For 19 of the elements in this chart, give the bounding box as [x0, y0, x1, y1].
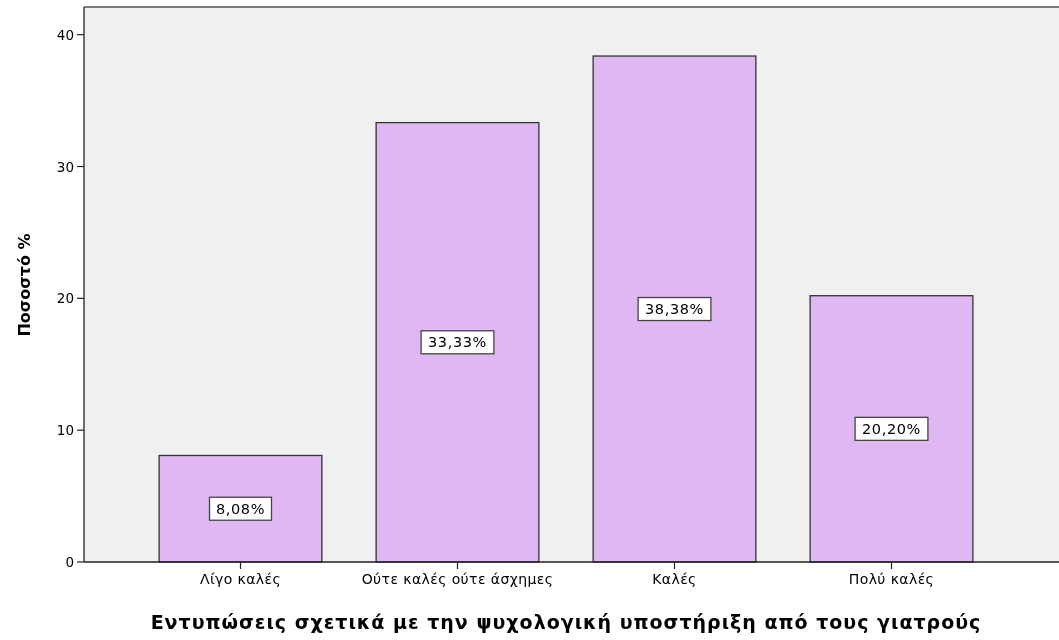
y-tick-label: 30 [56, 158, 74, 175]
data-label: 33,33% [428, 334, 487, 351]
y-tick-label: 20 [56, 290, 74, 307]
x-tick-label: Ούτε καλές ούτε άσχημες [361, 571, 554, 587]
bar [375, 121, 540, 563]
y-tick-label: 40 [56, 26, 74, 43]
bar [158, 454, 323, 563]
x-tick-label: Λίγο καλές [199, 571, 282, 587]
x-axis-title: Εντυπώσεις σχετικά με την ψυχολογική υποστήριξη από τους γιατρούς [150, 611, 982, 633]
data-label: 20,20% [862, 420, 921, 437]
y-axis-title: Ποσοστό % [15, 233, 34, 337]
x-tick-label: Πολύ καλές [848, 571, 935, 587]
x-tick-label: Καλές [652, 571, 697, 587]
bar [809, 295, 974, 563]
y-tick-label: 10 [56, 422, 74, 439]
bar [592, 55, 757, 563]
data-label: 8,08% [215, 500, 266, 517]
data-label: 38,38% [645, 301, 704, 318]
y-tick-label: 0 [65, 554, 74, 570]
